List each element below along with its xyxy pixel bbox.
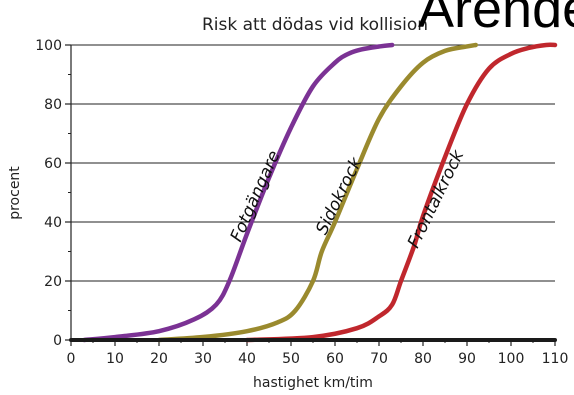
curve-label-0: Fotgängare	[227, 148, 285, 245]
x-tick-label-40: 40	[238, 351, 256, 367]
y-tick-label-100: 100	[35, 38, 62, 54]
x-tick-label-90: 90	[458, 351, 476, 367]
x-tick-label-110: 110	[542, 351, 569, 367]
curve-label-1: Sidokrock	[312, 153, 367, 238]
y-tick-label-20: 20	[44, 274, 62, 290]
series-line-1	[156, 42, 479, 343]
grid-layer	[71, 44, 555, 282]
y-tick-label-60: 60	[44, 156, 62, 172]
overlay-heading: Ärende	[418, 0, 574, 39]
series-line-2	[244, 42, 558, 343]
x-tick-label-70: 70	[370, 351, 388, 367]
curve-label-2: Frontalkrock	[404, 146, 469, 251]
x-axis-label: hastighet km/tim	[253, 375, 373, 391]
x-tick-label-30: 30	[194, 351, 212, 367]
x-tick-label-20: 20	[150, 351, 168, 367]
y-tick-label-40: 40	[44, 215, 62, 231]
x-tick-label-60: 60	[326, 351, 344, 367]
y-tick-label-80: 80	[44, 97, 62, 113]
chart-title: Risk att dödas vid kollision	[202, 15, 428, 35]
x-tick-label-100: 100	[498, 351, 525, 367]
x-tick-label-80: 80	[414, 351, 432, 367]
x-tick-label-0: 0	[67, 351, 76, 367]
series-line-0	[81, 42, 395, 343]
series-layer	[69, 42, 558, 343]
x-tick-label-10: 10	[106, 351, 124, 367]
y-tick-label-0: 0	[53, 333, 62, 349]
y-axis-label: procent	[7, 166, 23, 220]
annotation-layer: Fotgängare Sidokrock Frontalkrock	[227, 146, 469, 251]
x-tick-label-50: 50	[282, 351, 300, 367]
axis-layer: 0 20 40 60 80 100 0 10 20 30 40 50 60 70 80 90 100 110	[35, 38, 568, 367]
